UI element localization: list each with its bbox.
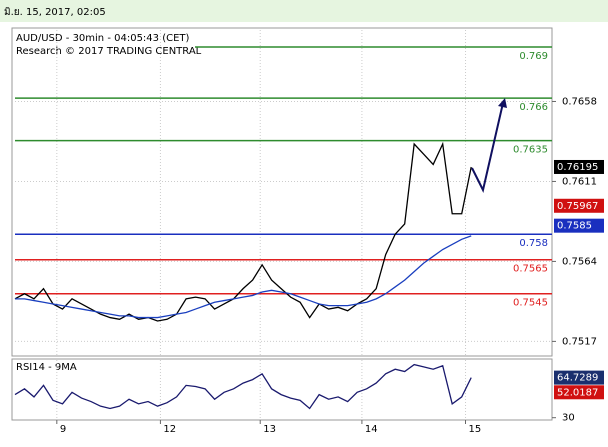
series-line [14,363,472,410]
date: มิ.ย. 15, 2017, 02:05 [4,7,106,18]
x-tick-label: 9 [60,424,66,435]
price-tag [554,370,604,385]
price-tag-label: 0.75967 [557,201,598,212]
date-bar [0,0,608,22]
level-label: 0.7545 [513,298,548,309]
price-tag-label: 64.7289 [557,373,598,384]
y-tick-label: 0.7658 [562,96,597,107]
x-tick-label: 13 [263,424,276,435]
level-label: 0.769 [519,51,548,62]
x-tick-label: 15 [469,424,482,435]
price-tag [554,385,604,400]
y-tick-label: 30 [562,413,575,424]
price-tag-label: 0.76195 [557,162,598,173]
price-panel [11,27,553,357]
level-label: 0.7635 [513,145,548,156]
price-tag [554,159,604,174]
y-tick-label: 0.7564 [562,256,597,267]
level-label: 0.758 [519,238,548,249]
series-line [15,235,472,319]
level-label: 0.7565 [513,264,548,275]
price-tag [554,198,604,213]
level-label: 0.766 [519,102,548,113]
y-tick-label: 0.7517 [562,336,597,347]
rsi-panel [11,358,553,421]
price-tag [554,218,604,233]
chart-title: AUD/USD - 30min - 04:05:43 (CET) [16,33,190,44]
x-tick-label: 14 [365,424,378,435]
x-tick-label: 12 [163,424,176,435]
arrowhead [498,98,507,108]
series-line [14,141,472,322]
price-tag-label: 52.0187 [557,387,598,398]
price-tag-label: 0.7585 [557,221,592,232]
chart-subtitle: Research © 2017 TRADING CENTRAL [16,46,202,57]
rsi-title: RSI14 - 9MA [16,362,77,373]
forecast-arrow [471,102,504,193]
y-tick-label: 0.7611 [562,176,597,187]
